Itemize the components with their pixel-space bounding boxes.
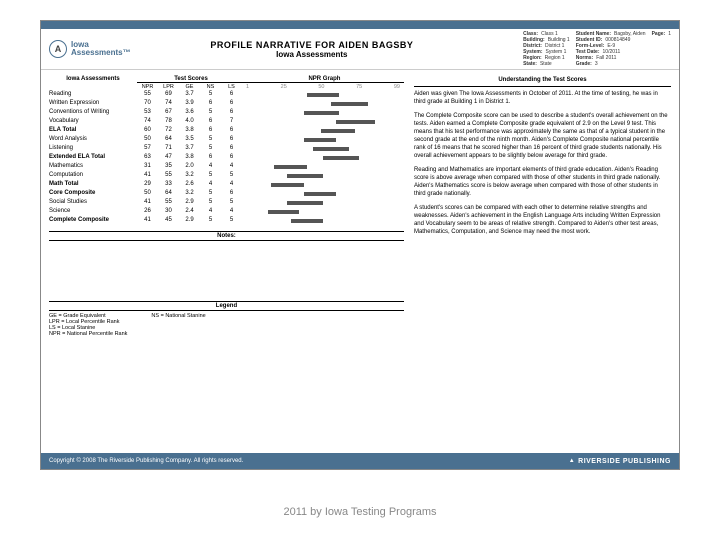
npr-bar xyxy=(287,174,323,178)
npr-bar xyxy=(274,165,306,169)
report-title: PROFILE NARRATIVE FOR AIDEN BAGSBY xyxy=(101,40,523,50)
table-row: Science26302.444 xyxy=(49,207,404,216)
report-card: A Iowa Assessments™ PROFILE NARRATIVE FO… xyxy=(40,20,680,470)
npr-bar xyxy=(336,120,375,124)
table-row: Mathematics31352.044 xyxy=(49,162,404,171)
report-body: Iowa Assessments Test Scores NPR Graph N… xyxy=(41,70,679,337)
npr-bar xyxy=(313,147,349,151)
copyright-text: Copyright © 2008 The Riverside Publishin… xyxy=(49,458,243,464)
table-main-header: Iowa Assessments Test Scores NPR Graph xyxy=(49,76,404,84)
info-block: Class:Class 1Building:Building 1District… xyxy=(523,31,671,67)
report-header: A Iowa Assessments™ PROFILE NARRATIVE FO… xyxy=(41,29,679,70)
legend-header: Legend xyxy=(49,301,404,311)
npr-bar xyxy=(304,138,336,142)
report-footer: Copyright © 2008 The Riverside Publishin… xyxy=(41,453,679,469)
understanding-p1: Aiden was given The Iowa Assessments in … xyxy=(414,90,671,106)
npr-bar xyxy=(307,93,339,97)
understanding-p3: Reading and Mathematics are important el… xyxy=(414,166,671,198)
table-row: Extended ELA Total63473.866 xyxy=(49,153,404,162)
page-caption: 2011 by Iowa Testing Programs xyxy=(0,506,720,518)
table-row: Social Studies41552.955 xyxy=(49,198,404,207)
page-value: 1 xyxy=(668,31,671,37)
info-row: State:State xyxy=(523,61,570,67)
report-subtitle: Iowa Assessments xyxy=(101,50,523,59)
understanding-p4: A student's scores can be compared with … xyxy=(414,204,671,236)
title-block: PROFILE NARRATIVE FOR AIDEN BAGSBY Iowa … xyxy=(101,40,523,59)
table-row: Written Expression70743.966 xyxy=(49,99,404,108)
table-rows: Reading55693.756Written Expression70743.… xyxy=(49,90,404,225)
npr-bar xyxy=(287,201,323,205)
table-row: Conventions of Writing53673.656 xyxy=(49,108,404,117)
page-label: Page: xyxy=(652,31,666,37)
npr-bar xyxy=(321,129,355,133)
npr-bar xyxy=(271,183,303,187)
riverside-logo: RIVERSIDE PUBLISHING xyxy=(569,458,671,465)
understanding-header: Understanding the Test Scores xyxy=(414,76,671,87)
npr-bar xyxy=(304,192,336,196)
understanding-panel: Understanding the Test Scores Aiden was … xyxy=(414,76,671,337)
npr-bar xyxy=(323,156,359,160)
table-row: Computation41553.255 xyxy=(49,171,404,180)
notes-header: Notes: xyxy=(49,231,404,241)
npr-bar xyxy=(304,111,340,115)
table-row: Word Analysis50643.556 xyxy=(49,135,404,144)
npr-bar xyxy=(331,102,368,106)
info-row: Grade:3 xyxy=(576,61,646,67)
npr-bar xyxy=(268,210,299,214)
table-row: ELA Total60723.866 xyxy=(49,126,404,135)
legend-section: Legend GE = Grade EquivalentLPR = Local … xyxy=(49,301,404,337)
legend-body: GE = Grade EquivalentLPR = Local Percent… xyxy=(49,313,404,337)
table-row: Complete Composite41452.955 xyxy=(49,216,404,225)
table-row: Core Composite50643.256 xyxy=(49,189,404,198)
table-row: Reading55693.756 xyxy=(49,90,404,99)
table-row: Vocabulary74784.067 xyxy=(49,117,404,126)
npr-bar xyxy=(291,219,323,223)
table-row: Listening57713.756 xyxy=(49,144,404,153)
top-accent-bar xyxy=(41,21,679,29)
understanding-p2: The Complete Composite score can be used… xyxy=(414,112,671,160)
table-row: Math Total29332.644 xyxy=(49,180,404,189)
scores-panel: Iowa Assessments Test Scores NPR Graph N… xyxy=(49,76,404,337)
notes-section: Notes: xyxy=(49,231,404,241)
logo-mark: A xyxy=(49,40,67,58)
